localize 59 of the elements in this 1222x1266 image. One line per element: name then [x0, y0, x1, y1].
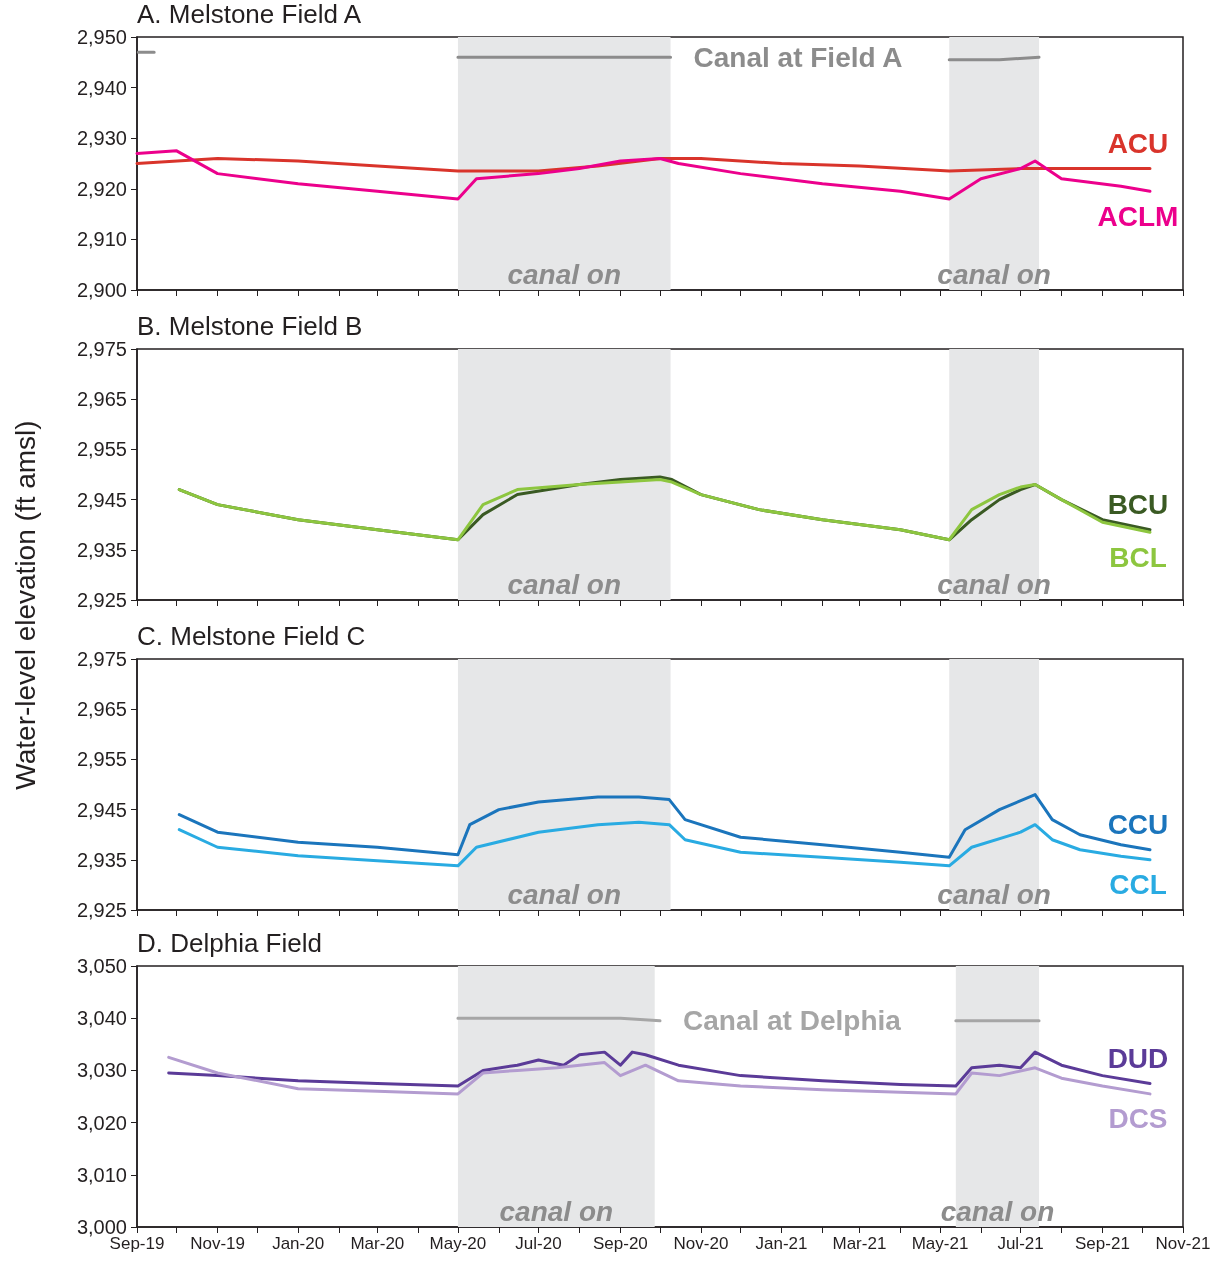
- y-tick-label: 3,010: [76, 1163, 127, 1186]
- y-tick-label: 2,955: [76, 748, 127, 771]
- y-tick-label: 2,975: [76, 648, 127, 670]
- x-tick-label: Nov-21: [1155, 1234, 1211, 1253]
- x-tick-label: Nov-20: [673, 1234, 729, 1253]
- y-tick-label: 2,965: [76, 388, 127, 411]
- y-tick-label: 2,940: [76, 76, 127, 99]
- y-tick-label: 2,925: [76, 589, 127, 611]
- series-label: DCS: [1108, 1103, 1168, 1135]
- x-tick-label: Jan-21: [755, 1234, 808, 1253]
- series-label: BCU: [1107, 489, 1169, 521]
- y-tick-label: 2,925: [76, 899, 127, 921]
- y-tick-label: 2,945: [76, 798, 127, 821]
- series-label: CCL: [1109, 869, 1167, 901]
- y-tick-label: 2,935: [76, 848, 127, 871]
- y-tick-label: 2,935: [76, 538, 127, 561]
- series-label: DUD: [1107, 1042, 1169, 1074]
- x-tick-label: Mar-21: [832, 1234, 887, 1253]
- y-tick-label: 2,950: [76, 26, 127, 48]
- chart-title: C. Melstone Field C: [137, 621, 366, 651]
- band-label: canal on: [937, 568, 1051, 600]
- y-tick-label: 2,955: [76, 438, 127, 461]
- y-tick-label: 2,930: [76, 127, 127, 150]
- y-tick-label: 2,975: [76, 338, 127, 360]
- x-tick-label: Jul-21: [997, 1234, 1044, 1253]
- series-label: BCL: [1109, 541, 1167, 573]
- chart-title: B. Melstone Field B: [137, 311, 363, 341]
- y-tick-label: 3,020: [76, 1111, 127, 1134]
- band-label: canal on: [507, 568, 622, 600]
- x-tick-label: Sep-20: [592, 1234, 648, 1253]
- series-label: Canal at Field A: [693, 41, 903, 73]
- x-tick-label: Jul-20: [515, 1234, 562, 1253]
- x-tick-label: May-21: [911, 1234, 969, 1253]
- series-label: Canal at Delphia: [683, 1005, 902, 1037]
- y-tick-label: 3,040: [76, 1007, 127, 1030]
- x-tick-label: Jan-20: [272, 1234, 325, 1253]
- y-tick-label: 3,050: [76, 955, 127, 977]
- series-label: ACU: [1107, 128, 1169, 160]
- band-label: canal on: [499, 1195, 614, 1227]
- series-label: CCU: [1107, 809, 1169, 841]
- y-tick-label: 2,920: [76, 177, 127, 200]
- x-tick-label: May-20: [429, 1234, 487, 1253]
- x-tick-label: Sep-21: [1075, 1234, 1130, 1253]
- band-label: canal on: [937, 878, 1051, 910]
- x-tick-label: Mar-20: [350, 1234, 405, 1253]
- y-axis-title: Water-level elevation (ft amsl): [10, 420, 42, 790]
- chart-title: A. Melstone Field A: [137, 0, 362, 29]
- series-label: ACLM: [1097, 200, 1179, 232]
- y-tick-label: 2,965: [76, 698, 127, 721]
- y-tick-label: 2,945: [76, 488, 127, 511]
- band-label: canal on: [507, 878, 622, 910]
- y-tick-label: 2,900: [76, 279, 127, 301]
- band-label: canal on: [507, 258, 622, 290]
- band-label: canal on: [940, 1195, 1055, 1227]
- band-label: canal on: [937, 258, 1051, 290]
- y-tick-label: 3,030: [76, 1059, 127, 1082]
- chart-title: D. Delphia Field: [137, 928, 322, 958]
- y-tick-label: 2,910: [76, 228, 127, 251]
- x-tick-label: Nov-19: [190, 1234, 245, 1253]
